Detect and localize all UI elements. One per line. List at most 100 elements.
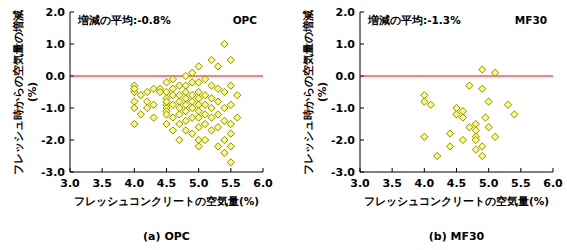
point — [137, 92, 144, 99]
y-tick — [70, 140, 74, 141]
y-tick-label: -1.0 — [331, 102, 355, 115]
point — [227, 56, 234, 63]
point — [208, 114, 215, 121]
point — [214, 98, 221, 105]
y-tick — [360, 44, 364, 45]
y-tick — [360, 140, 364, 141]
plot-area — [360, 66, 553, 160]
point — [472, 146, 479, 153]
x-tick-label: 3.0 — [350, 177, 370, 190]
x-axis-label: フレッシュコンクリートの空気量(%) — [364, 195, 549, 207]
point — [137, 111, 144, 118]
point — [227, 120, 234, 127]
annotation: 増減の平均:-1.3% — [367, 14, 461, 26]
x-tick-label: 6.0 — [253, 177, 273, 190]
annotation: OPC — [233, 14, 258, 26]
x-axis-label: フレッシュコンクリートの空気量(%) — [74, 195, 259, 207]
point — [202, 136, 209, 143]
point — [446, 130, 453, 137]
reference-line — [360, 75, 553, 76]
point — [202, 120, 209, 127]
point — [189, 104, 196, 111]
point — [131, 120, 138, 127]
x-axis — [360, 172, 553, 173]
point — [163, 79, 170, 86]
point — [504, 101, 511, 108]
y-tick-label: 0.0 — [336, 70, 356, 83]
point — [176, 136, 183, 143]
x-tick — [456, 168, 457, 172]
point — [479, 152, 486, 159]
x-tick — [230, 168, 231, 172]
point — [208, 56, 215, 63]
point — [169, 114, 176, 121]
reference-line — [70, 75, 263, 76]
y-tick-label: 1.0 — [336, 38, 356, 51]
y-tick-label: -2.0 — [41, 134, 65, 147]
point — [485, 98, 492, 105]
point — [182, 108, 189, 115]
x-tick — [553, 168, 554, 172]
title: (a) OPC — [143, 230, 190, 243]
point — [208, 95, 215, 102]
x-tick-label: 5.0 — [479, 177, 499, 190]
point — [195, 124, 202, 131]
point — [227, 101, 234, 108]
x-tick-label: 5.0 — [189, 177, 209, 190]
y-axis — [360, 12, 361, 172]
point — [446, 143, 453, 150]
point — [234, 114, 241, 121]
x-tick-label: 3.0 — [60, 177, 80, 190]
y-tick-label: 0.0 — [46, 70, 66, 83]
point — [182, 72, 189, 79]
point — [144, 104, 151, 111]
point — [492, 133, 499, 140]
point — [202, 101, 209, 108]
point — [485, 124, 492, 131]
point — [208, 127, 215, 134]
point — [221, 88, 228, 95]
x-tick — [166, 168, 167, 172]
point — [479, 143, 486, 150]
point — [202, 111, 209, 118]
x-tick — [488, 168, 489, 172]
y-axis — [70, 12, 71, 172]
point — [459, 114, 466, 121]
x-tick — [102, 168, 103, 172]
point — [163, 111, 170, 118]
point — [482, 114, 489, 121]
x-axis — [70, 172, 263, 173]
point — [150, 101, 157, 108]
point — [214, 111, 221, 118]
point — [466, 124, 473, 131]
x-tick-label: 6.0 — [543, 177, 563, 190]
y-axis-label: (%) — [26, 82, 38, 102]
point — [227, 130, 234, 137]
point — [150, 114, 157, 121]
figure: -3.0-2.0-1.00.01.02.03.03.54.04.55.05.56… — [0, 0, 567, 250]
point — [208, 82, 215, 89]
point — [169, 127, 176, 134]
x-tick-label: 3.5 — [92, 177, 112, 190]
point — [427, 101, 434, 108]
point — [459, 136, 466, 143]
point — [163, 120, 170, 127]
point — [221, 40, 228, 47]
point — [221, 117, 228, 124]
point — [227, 82, 234, 89]
x-tick-label: 4.5 — [447, 177, 467, 190]
y-tick — [70, 44, 74, 45]
point — [195, 79, 202, 86]
y-axis-label: フレッシュ時からの空気量の増減 — [12, 10, 24, 175]
x-tick — [134, 168, 135, 172]
point — [202, 92, 209, 99]
point — [214, 63, 221, 70]
y-tick — [70, 12, 74, 13]
x-tick — [263, 168, 264, 172]
y-tick — [360, 108, 364, 109]
point — [221, 104, 228, 111]
x-tick — [198, 168, 199, 172]
point — [189, 69, 196, 76]
point — [221, 149, 228, 156]
point — [492, 69, 499, 76]
